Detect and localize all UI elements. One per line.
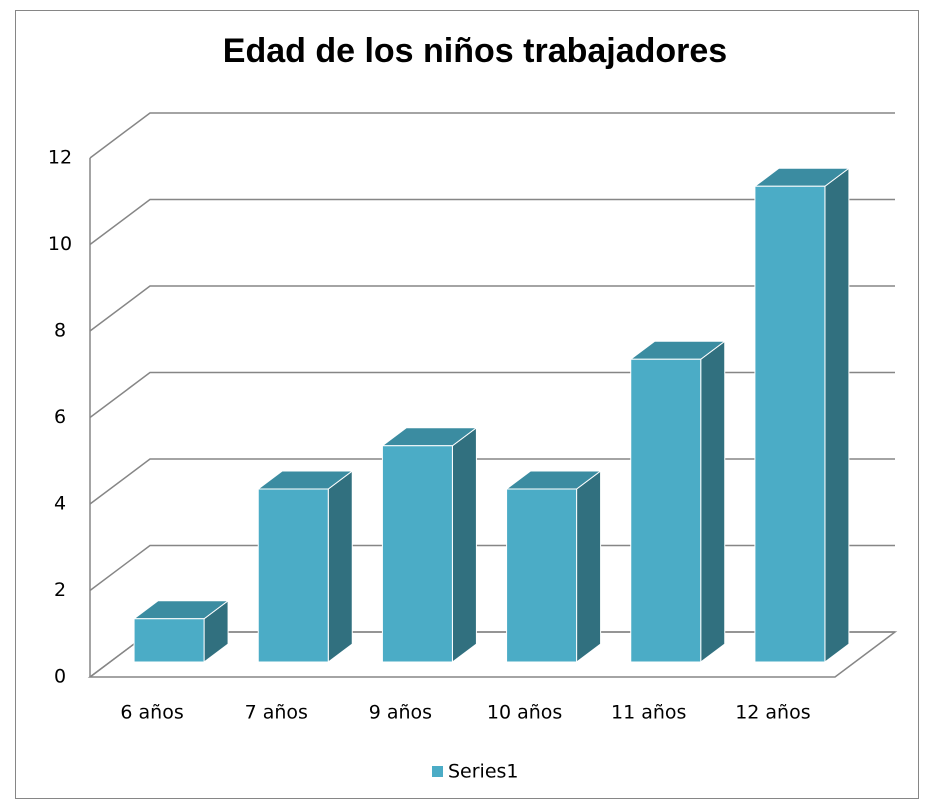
y-tick-label: 4: [54, 493, 66, 515]
y-tick-label: 0: [54, 666, 66, 688]
x-tick-label: 6 años: [120, 702, 183, 724]
bar: [506, 488, 578, 663]
bar: [630, 358, 702, 663]
y-tick-label: 6: [54, 406, 66, 428]
bar: [381, 445, 453, 663]
bar: [754, 185, 826, 663]
bar-side: [700, 340, 726, 663]
chart-title: Edad de los niños trabajadores: [223, 32, 727, 70]
y-tick-label: 12: [48, 147, 72, 169]
x-tick-label: 10 años: [487, 702, 562, 724]
x-tick-label: 9 años: [369, 702, 432, 724]
grid-line: [89, 198, 895, 246]
legend-swatch: [432, 766, 443, 777]
bar: [257, 488, 329, 663]
bar-side: [824, 167, 850, 663]
x-tick-label: 7 años: [245, 702, 308, 724]
bar-side: [576, 470, 602, 663]
y-tick-label: 10: [48, 233, 72, 255]
bar: [133, 618, 205, 663]
bar-side: [327, 470, 353, 663]
grid-line: [89, 112, 895, 159]
y-tick-label: 2: [54, 579, 66, 601]
y-tick-label: 8: [54, 320, 66, 342]
bar-side: [451, 426, 477, 663]
legend-label: Series1: [448, 761, 519, 783]
x-tick-label: 11 años: [611, 702, 686, 724]
x-tick-label: 12 años: [735, 702, 810, 724]
grid-line: [89, 285, 895, 332]
